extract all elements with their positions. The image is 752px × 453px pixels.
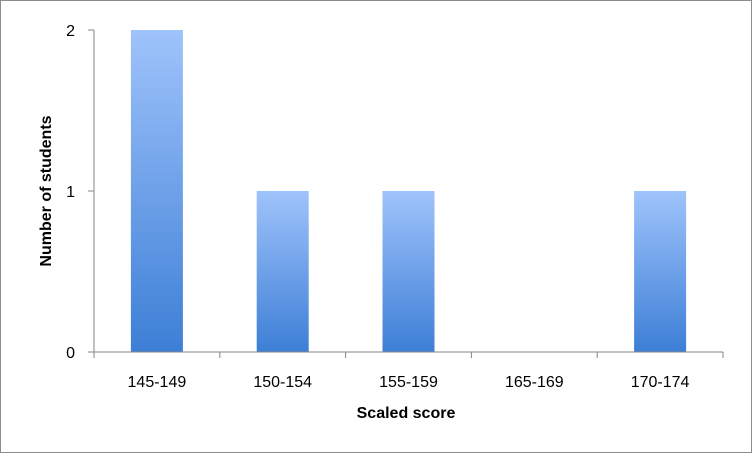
bar-155-159 — [382, 191, 435, 352]
x-tick-label-170-174: 170-174 — [631, 374, 690, 391]
y-tick-label-1: 1 — [66, 184, 75, 201]
labels-layer: 0 1 2 145-149 150-154 155-159 165-169 170-174 — [66, 23, 689, 391]
y-tick-label-2: 2 — [66, 23, 75, 40]
y-tick-label-0: 0 — [66, 345, 75, 362]
x-axis-title: Scaled score — [357, 405, 456, 422]
bar-145-149 — [130, 30, 183, 352]
x-tick-label-165-169: 165-169 — [505, 374, 564, 391]
y-axis-title: Number of students — [38, 115, 55, 266]
axes-layer — [88, 29, 724, 358]
x-tick-label-150-154: 150-154 — [253, 374, 312, 391]
bar-170-174 — [634, 191, 687, 352]
bars-layer — [130, 30, 687, 352]
bar-150-154 — [256, 191, 309, 352]
x-tick-label-155-159: 155-159 — [379, 374, 438, 391]
x-tick-label-145-149: 145-149 — [128, 374, 187, 391]
